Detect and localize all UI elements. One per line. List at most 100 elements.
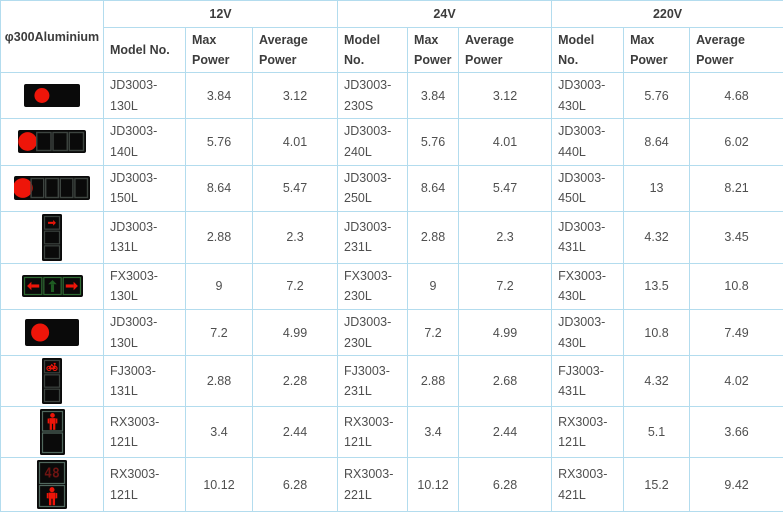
max-power-cell: 3.84 [186, 73, 253, 119]
model-cell: JD3003-230S [338, 73, 408, 119]
model-cell: RX3003-221L [338, 458, 408, 512]
max-power-cell: 10.12 [186, 458, 253, 512]
voltage-header-24v: 24V [338, 1, 552, 28]
avg-power-cell: 7.2 [253, 263, 338, 309]
signal-vertical-red-bicycle-icon [42, 358, 62, 404]
signal-horizontal-red-ball-large-icon [25, 319, 79, 346]
avg-power-cell: 4.99 [459, 310, 552, 356]
max-power-cell: 8.64 [408, 165, 459, 211]
avg-power-cell: 4.99 [253, 310, 338, 356]
header-model-no-12v: Model No. [104, 28, 186, 73]
product-image-cell [1, 211, 104, 263]
model-cell: JD3003-430L [552, 73, 624, 119]
model-cell: RX3003-121L [338, 407, 408, 458]
max-power-cell: 5.1 [624, 407, 690, 458]
header-average-power-24v: Average Power [459, 28, 552, 73]
product-image-cell [1, 119, 104, 165]
avg-power-cell: 2.68 [459, 356, 552, 407]
avg-power-cell: 7.49 [690, 310, 783, 356]
avg-power-cell: 4.01 [253, 119, 338, 165]
product-image-cell [1, 263, 104, 309]
model-cell: FJ3003-131L [104, 356, 186, 407]
avg-power-cell: 3.66 [690, 407, 783, 458]
signal-vertical-red-pedestrian-icon [40, 409, 65, 455]
max-power-cell: 3.84 [408, 73, 459, 119]
model-cell: JD3003-130L [104, 73, 186, 119]
voltage-header-220v: 220V [552, 1, 783, 28]
model-cell: RX3003-421L [552, 458, 624, 512]
signal-horizontal-red-ball-3-cells-icon [18, 130, 86, 153]
product-image-cell: 48 [1, 458, 104, 512]
model-cell: JD3003-140L [104, 119, 186, 165]
model-cell: RX3003-121L [104, 407, 186, 458]
avg-power-cell: 2.3 [253, 211, 338, 263]
product-image-cell [1, 310, 104, 356]
model-cell: JD3003-131L [104, 211, 186, 263]
avg-power-cell: 8.21 [690, 165, 783, 211]
model-cell: JD3003-130L [104, 310, 186, 356]
signal-horizontal-red-ball-icon [24, 84, 80, 107]
product-image-cell [1, 165, 104, 211]
max-power-cell: 2.88 [408, 356, 459, 407]
model-cell: JD3003-430L [552, 310, 624, 356]
max-power-cell: 4.32 [624, 211, 690, 263]
model-cell: JD3003-150L [104, 165, 186, 211]
max-power-cell: 15.2 [624, 458, 690, 512]
max-power-cell: 5.76 [624, 73, 690, 119]
max-power-cell: 8.64 [624, 119, 690, 165]
voltage-group-row: φ300Aluminium 12V 24V 220V [1, 1, 783, 28]
model-cell: FJ3003-231L [338, 356, 408, 407]
model-cell: JD3003-231L [338, 211, 408, 263]
avg-power-cell: 4.01 [459, 119, 552, 165]
signal-vertical-red-right-arrow-icon [42, 214, 62, 261]
model-cell: FX3003-230L [338, 263, 408, 309]
avg-power-cell: 9.42 [690, 458, 783, 512]
header-model-no-220v: Model No. [552, 28, 624, 73]
avg-power-cell: 2.3 [459, 211, 552, 263]
header-max-power-220v: Max Power [624, 28, 690, 73]
avg-power-cell: 10.8 [690, 263, 783, 309]
avg-power-cell: 3.12 [253, 73, 338, 119]
model-cell: RX3003-121L [552, 407, 624, 458]
max-power-cell: 7.2 [186, 310, 253, 356]
model-cell: FX3003-430L [552, 263, 624, 309]
max-power-cell: 10.8 [624, 310, 690, 356]
header-average-power-12v: Average Power [253, 28, 338, 73]
max-power-cell: 13.5 [624, 263, 690, 309]
signal-vertical-countdown-pedestrian-icon: 48 [37, 460, 67, 509]
avg-power-cell: 2.28 [253, 356, 338, 407]
avg-power-cell: 6.28 [253, 458, 338, 512]
avg-power-cell: 2.44 [253, 407, 338, 458]
model-cell: JD3003-440L [552, 119, 624, 165]
model-cell: JD3003-240L [338, 119, 408, 165]
model-cell: JD3003-450L [552, 165, 624, 211]
sub-header-row: Model No. Max Power Average Power Model … [1, 28, 783, 73]
header-max-power-12v: Max Power [186, 28, 253, 73]
model-cell: JD3003-431L [552, 211, 624, 263]
max-power-cell: 4.32 [624, 356, 690, 407]
svg-text:48: 48 [44, 467, 60, 482]
header-average-power-220v: Average Power [690, 28, 783, 73]
model-cell: FJ3003-431L [552, 356, 624, 407]
max-power-cell: 5.76 [186, 119, 253, 165]
corner-header: φ300Aluminium [1, 1, 104, 73]
max-power-cell: 2.88 [186, 211, 253, 263]
product-image-cell [1, 73, 104, 119]
max-power-cell: 8.64 [186, 165, 253, 211]
model-cell: RX3003-121L [104, 458, 186, 512]
max-power-cell: 2.88 [408, 211, 459, 263]
max-power-cell: 9 [186, 263, 253, 309]
avg-power-cell: 5.47 [459, 165, 552, 211]
avg-power-cell: 3.45 [690, 211, 783, 263]
voltage-header-12v: 12V [104, 1, 338, 28]
max-power-cell: 10.12 [408, 458, 459, 512]
header-max-power-24v: Max Power [408, 28, 459, 73]
